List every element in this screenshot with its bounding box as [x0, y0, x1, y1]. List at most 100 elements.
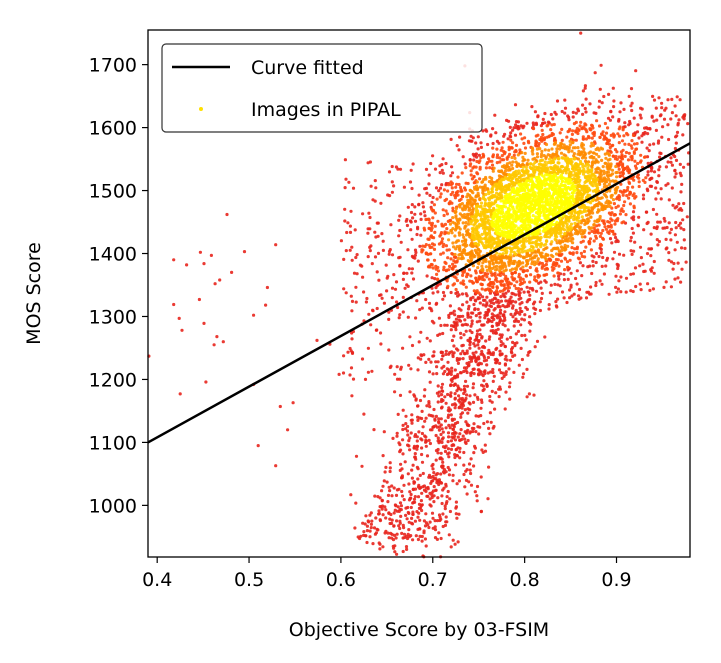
data-point [394, 280, 399, 284]
data-point [530, 149, 534, 153]
data-point [517, 287, 521, 291]
data-point [619, 275, 623, 279]
data-point [539, 245, 543, 249]
data-point [562, 296, 566, 300]
data-point [488, 411, 492, 415]
data-point [555, 150, 559, 154]
data-point [420, 306, 424, 310]
data-point [601, 255, 605, 260]
data-point [473, 234, 477, 238]
data-point [645, 221, 649, 226]
data-point [579, 232, 583, 236]
data-point [531, 127, 536, 131]
data-point [348, 373, 352, 377]
data-point [476, 231, 480, 235]
data-point [524, 306, 528, 310]
data-point [600, 264, 604, 268]
data-point [362, 533, 366, 538]
data-point [399, 514, 403, 519]
data-point [528, 286, 532, 290]
data-point [490, 187, 494, 191]
data-point [410, 203, 414, 207]
data-point [584, 156, 588, 160]
data-point [410, 267, 414, 271]
data-point [583, 235, 587, 239]
data-point [415, 439, 419, 443]
data-point [441, 445, 446, 449]
data-point [656, 191, 660, 195]
data-point [478, 315, 482, 319]
data-point [585, 217, 589, 222]
data-point [455, 290, 460, 294]
data-point [441, 331, 445, 336]
data-point [197, 297, 201, 302]
data-point [600, 158, 604, 162]
data-point [631, 272, 636, 276]
data-point [633, 164, 638, 168]
data-point [442, 213, 446, 218]
data-point [494, 391, 498, 395]
data-point [421, 471, 425, 476]
data-point [379, 201, 383, 205]
data-point [670, 111, 675, 115]
data-point [424, 243, 428, 247]
data-point [431, 208, 436, 213]
data-point [447, 406, 451, 410]
data-point [395, 552, 399, 556]
data-point [418, 473, 422, 477]
data-point [443, 323, 447, 327]
data-point [583, 180, 587, 185]
data-point [503, 277, 507, 281]
data-point [452, 275, 457, 279]
data-point [381, 454, 385, 458]
data-point [446, 392, 450, 397]
data-point [513, 244, 517, 248]
data-point [464, 396, 468, 401]
data-point [593, 228, 597, 233]
data-point [350, 337, 354, 341]
data-point [608, 229, 612, 233]
data-point [440, 240, 444, 244]
data-point [615, 197, 619, 201]
data-point [529, 273, 533, 277]
data-point [383, 470, 387, 474]
data-point [464, 369, 468, 373]
data-point [361, 212, 365, 216]
data-point [469, 274, 473, 278]
data-point [457, 394, 461, 398]
data-point [503, 362, 507, 366]
data-point [378, 505, 382, 509]
data-point [652, 98, 657, 102]
data-point [644, 210, 649, 214]
data-point [630, 216, 634, 220]
data-point [453, 542, 457, 546]
data-point [416, 537, 420, 542]
data-point [619, 101, 623, 105]
data-point [589, 215, 593, 219]
data-point [415, 465, 419, 469]
data-point [406, 248, 410, 252]
data-point [365, 529, 369, 533]
data-point [574, 111, 578, 115]
data-point [472, 464, 476, 468]
data-point [513, 183, 517, 187]
data-point [491, 146, 495, 150]
data-point [479, 156, 483, 160]
data-point [457, 512, 461, 516]
data-point [404, 422, 408, 426]
data-point [172, 302, 176, 307]
data-point [641, 178, 645, 182]
data-point [498, 333, 502, 337]
data-point [479, 475, 483, 479]
data-point [419, 357, 423, 361]
data-point [575, 251, 579, 255]
data-point [512, 319, 517, 323]
data-point [615, 238, 619, 242]
data-point [534, 289, 539, 293]
data-point [444, 352, 448, 356]
data-point [387, 252, 391, 256]
data-point [388, 517, 392, 521]
data-point [513, 270, 517, 274]
data-point [382, 301, 386, 305]
data-point [490, 312, 494, 316]
